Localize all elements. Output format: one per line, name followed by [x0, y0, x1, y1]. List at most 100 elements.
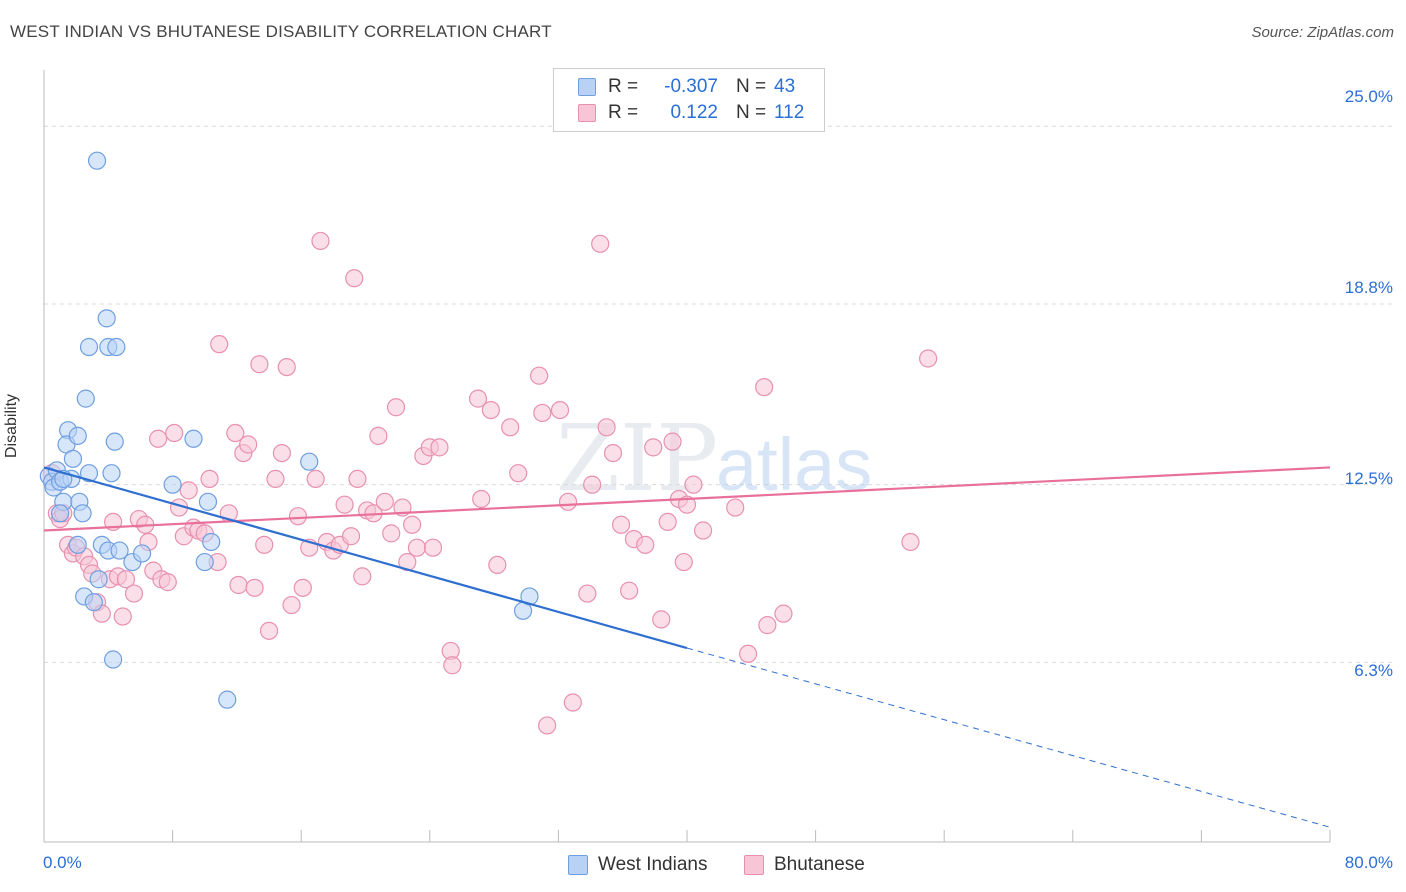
bhutanese-point — [563, 693, 582, 712]
legend-row-bhutanese: R = 0.122 N = 112 — [578, 101, 804, 125]
bhutanese-point — [443, 656, 462, 675]
bhutanese-point — [481, 400, 500, 420]
bhutanese-point — [603, 443, 623, 463]
bhutanese-point — [239, 435, 258, 454]
bhutanese-point — [468, 389, 488, 408]
west-indians-swatch — [568, 855, 588, 875]
y-tick-label-12-5: 12.5% — [1344, 469, 1393, 488]
y-tick-label-18-8: 18.8% — [1344, 278, 1393, 297]
bhutanese-point — [472, 489, 491, 509]
bhutanese-point — [550, 400, 570, 420]
bhutanese-point — [158, 573, 177, 592]
n-key: N = — [736, 102, 767, 123]
legend-item-bhutanese: Bhutanese — [744, 854, 865, 876]
legend-label: Bhutanese — [774, 854, 865, 875]
west-indians-point — [184, 429, 203, 448]
west-indians-point — [218, 690, 237, 709]
bhutanese-point — [341, 527, 361, 546]
bhutanese-point — [674, 552, 693, 572]
n-value: 112 — [774, 102, 805, 123]
bhutanese-point — [620, 581, 639, 600]
bhutanese-point — [636, 535, 655, 554]
bhutanese-point — [229, 575, 248, 595]
west-indians-point — [132, 544, 152, 563]
bhutanese-point — [652, 610, 671, 629]
bhutanese-point — [430, 438, 449, 457]
bhutanese-point — [538, 716, 557, 735]
west-indians-point — [300, 452, 319, 471]
west-indians-point — [102, 464, 121, 483]
legend-row-west-indians: R = -0.307 N = 43 — [578, 75, 795, 99]
bhutanese-point — [345, 269, 364, 288]
west-indians-points — [39, 151, 539, 709]
bhutanese-point — [591, 234, 610, 253]
west-indians-point — [202, 532, 221, 552]
legend-item-west-indians: West Indians — [568, 854, 707, 876]
r-value: -0.307 — [664, 76, 718, 97]
bhutanese-point — [533, 403, 552, 423]
r-key: R = — [608, 102, 639, 123]
bhutanese-swatch — [744, 855, 764, 875]
west-indians-point — [107, 337, 126, 357]
west-indians-point — [68, 426, 87, 445]
bhutanese-point — [369, 426, 388, 445]
west-indians-point — [68, 535, 87, 554]
bhutanese-point — [277, 357, 296, 377]
n-key: N = — [736, 76, 767, 97]
bhutanese-point — [919, 349, 938, 368]
bhutanese-point — [726, 498, 745, 517]
bhutanese-point — [353, 567, 372, 586]
bhutanese-point — [693, 521, 713, 540]
west-indians-point — [84, 593, 103, 612]
west-indians-trend-line — [43, 466, 688, 650]
bhutanese-point — [423, 538, 443, 557]
bhutanese-point — [293, 578, 312, 597]
bhutanese-point — [245, 578, 264, 597]
bhutanese-point — [386, 398, 406, 417]
bhutanese-point — [509, 464, 528, 483]
series-legend: West Indians Bhutanese — [0, 850, 1406, 878]
west-indians-point — [63, 449, 83, 468]
bhutanese-point — [250, 355, 269, 374]
west-indians-point — [520, 587, 539, 606]
bhutanese-point — [348, 469, 367, 489]
bhutanese-point — [226, 423, 245, 443]
bhutanese-point — [488, 555, 507, 575]
bhutanese-point — [901, 532, 920, 552]
bhutanese-point — [530, 366, 549, 385]
bhutanese-point — [558, 492, 578, 511]
bhutanese-point — [611, 515, 631, 534]
west-indians-trend-extension — [686, 647, 1331, 828]
bhutanese-point — [210, 335, 229, 354]
west-indians-point — [87, 151, 107, 170]
west-indians-point — [79, 337, 99, 357]
west-indians-swatch — [578, 78, 596, 96]
bhutanese-point — [266, 469, 285, 489]
bhutanese-point — [124, 584, 144, 603]
bhutanese-point — [311, 231, 330, 251]
bhutanese-points — [42, 231, 938, 735]
chart-title: WEST INDIAN VS BHUTANESE DISABILITY CORR… — [10, 22, 552, 41]
bhutanese-point — [116, 570, 136, 589]
bhutanese-point — [407, 538, 427, 557]
bhutanese-point — [382, 524, 401, 543]
legend-label: West Indians — [598, 854, 708, 875]
bhutanese-point — [113, 607, 132, 626]
bhutanese-point — [149, 429, 168, 448]
bhutanese-point — [758, 616, 777, 635]
x-tick-label-min: 0.0% — [43, 853, 82, 872]
n-value: 43 — [774, 76, 796, 97]
bhutanese-point — [755, 378, 774, 397]
bhutanese-point — [658, 512, 677, 532]
west-indians-point — [50, 504, 70, 523]
bhutanese-point — [677, 495, 697, 514]
bhutanese-point — [578, 584, 597, 603]
bhutanese-point — [200, 469, 219, 489]
west-indians-point — [76, 389, 95, 408]
trend-lines — [43, 466, 1331, 828]
bhutanese-point — [501, 418, 520, 437]
west-indians-point — [163, 475, 182, 494]
bhutanese-point — [179, 481, 198, 500]
bhutanese-point — [335, 495, 354, 514]
